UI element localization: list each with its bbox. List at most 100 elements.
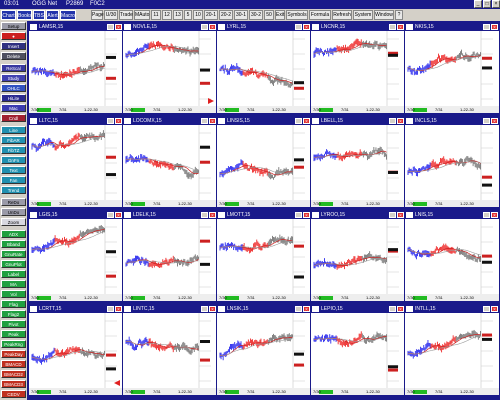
tool-30-1-button[interactable]: 30-1 xyxy=(234,10,248,20)
toolbar-bmacd3-button[interactable]: BMACD3 xyxy=(1,380,26,388)
minimize-button[interactable]: _ xyxy=(474,0,482,8)
chart-title-bar[interactable]: LBELL,15 × xyxy=(311,117,405,125)
chart-scrollbar-thumb[interactable] xyxy=(37,390,51,394)
chart-maximize-button[interactable] xyxy=(389,306,396,312)
toolbar-line-button[interactable]: Line xyxy=(1,126,26,134)
tool-refresh-button[interactable]: Refresh xyxy=(332,10,352,20)
chart-maximize-button[interactable] xyxy=(295,306,302,312)
chart-maximize-button[interactable] xyxy=(389,212,396,218)
chart-close-button[interactable]: × xyxy=(209,212,216,219)
chart-close-button[interactable]: × xyxy=(209,24,216,31)
chart-close-button[interactable]: × xyxy=(115,212,122,219)
chart-title-bar[interactable]: LNIS,15 × xyxy=(405,211,499,219)
chart-title-bar[interactable]: LYROO,15 × xyxy=(311,211,405,219)
price-chart[interactable] xyxy=(311,313,405,390)
chart-panel[interactable]: LGIS,15 × 7/30 7/31 1-22-30 xyxy=(28,210,124,302)
tool-50-button[interactable]: 50 xyxy=(264,10,274,20)
chart-maximize-button[interactable] xyxy=(107,212,114,218)
chart-maximize-button[interactable] xyxy=(295,24,302,30)
chart-title-bar[interactable]: LDELK,15 × xyxy=(123,211,217,219)
toolbar-text-button[interactable]: Text xyxy=(1,166,26,174)
toolbar-pivot-button[interactable]: Pivot xyxy=(1,320,26,328)
chart-scrollbar-thumb[interactable] xyxy=(131,108,145,112)
scroll-left-arrow-icon[interactable] xyxy=(114,380,120,386)
chart-scrollbar-thumb[interactable] xyxy=(131,296,145,300)
toolbar-gnuplot-button[interactable]: GnuPlot xyxy=(1,260,26,268)
chart-title-bar[interactable]: NKIS,15 × xyxy=(405,23,499,31)
chart-close-button[interactable]: × xyxy=(491,306,498,313)
chart-scrollbar-thumb[interactable] xyxy=(225,390,239,394)
price-chart[interactable] xyxy=(217,31,311,108)
tool-10-button[interactable]: 10 xyxy=(193,10,203,20)
toolbar-study-button[interactable]: Study xyxy=(1,74,26,82)
chart-panel[interactable]: LINTC,15 × 7/30 7/31 1-22-30 xyxy=(122,304,218,396)
toolbar-zoom-button[interactable]: Zoom xyxy=(1,218,26,226)
tool-u-30-button[interactable]: U/30 xyxy=(104,10,118,20)
toolbar-fibar-button[interactable]: FibAR xyxy=(1,136,26,144)
price-chart[interactable] xyxy=(217,125,311,202)
chart-title-bar[interactable]: LEPIO,15 × xyxy=(311,305,405,313)
chart-scrollbar-thumb[interactable] xyxy=(225,202,239,206)
tool-formula-button[interactable]: Formula xyxy=(309,10,331,20)
toolbar-gnfn-button[interactable]: GnFn xyxy=(1,156,26,164)
tool-page-button[interactable]: Page xyxy=(91,10,104,20)
chart-maximize-button[interactable] xyxy=(107,24,114,30)
price-chart[interactable] xyxy=(405,219,499,296)
tool-20-2-button[interactable]: 20-2 xyxy=(219,10,233,20)
chart-title-bar[interactable]: LCRTT,15 × xyxy=(29,305,123,313)
price-chart[interactable] xyxy=(123,31,217,108)
chart-close-button[interactable]: × xyxy=(303,212,310,219)
chart-maximize-button[interactable] xyxy=(483,118,490,124)
scroll-right-arrow-icon[interactable] xyxy=(208,98,214,104)
chart-title-bar[interactable]: LNSIK,15 × xyxy=(217,305,311,313)
chart-title-bar[interactable]: NOVLE,15 × xyxy=(123,23,217,31)
chart-title-bar[interactable]: LMOTT,15 × xyxy=(217,211,311,219)
chart-close-button[interactable]: × xyxy=(303,306,310,313)
chart-title-bar[interactable]: LLTC,15 × xyxy=(29,117,123,125)
menu-alert-button[interactable]: Alert xyxy=(46,10,59,20)
menu-chart-button[interactable]: Chart xyxy=(1,10,16,20)
chart-maximize-button[interactable] xyxy=(107,306,114,312)
chart-panel[interactable]: LEPIO,15 × 7/30 7/31 1-22-30 xyxy=(310,304,406,396)
price-chart[interactable] xyxy=(405,31,499,108)
chart-panel[interactable]: INCLS,15 × 7/30 7/31 1-22-30 xyxy=(404,116,500,208)
toolbar-ma-button[interactable]: MA xyxy=(1,280,26,288)
tool-window-button[interactable]: Window xyxy=(374,10,394,20)
chart-scrollbar-thumb[interactable] xyxy=(131,202,145,206)
chart-panel[interactable]: NKIS,15 × 7/30 7/31 1-22-30 xyxy=(404,22,500,114)
tool-mauto-button[interactable]: MAuto xyxy=(134,10,150,20)
chart-title-bar[interactable]: LINSIS,15 × xyxy=(217,117,311,125)
chart-scrollbar-thumb[interactable] xyxy=(37,202,51,206)
chart-title-bar[interactable]: LYRL,15 × xyxy=(217,23,311,31)
price-chart[interactable] xyxy=(29,219,123,296)
chart-close-button[interactable]: × xyxy=(115,118,122,125)
toolbar-delete-button[interactable]: Delete xyxy=(1,52,26,60)
chart-panel[interactable]: LLTC,15 × 7/30 7/31 1-22-30 xyxy=(28,116,124,208)
toolbar-trend-button[interactable]: Trend xyxy=(1,186,26,194)
toolbar-peak-button[interactable]: Peak xyxy=(1,330,26,338)
menu-tbs-button[interactable]: TBS xyxy=(33,10,45,20)
tool-trade-button[interactable]: Trade xyxy=(119,10,133,20)
chart-panel[interactable]: LNCNR,15 × 7/30 7/31 1-22-30 xyxy=(310,22,406,114)
toolbar-rescal-button[interactable]: ReScal xyxy=(1,64,26,72)
tool-11-button[interactable]: 11 xyxy=(151,10,161,20)
tool-12-button[interactable]: 12 xyxy=(162,10,172,20)
toolbar-vol-button[interactable]: Vol xyxy=(1,290,26,298)
chart-panel[interactable]: LAMSR,15 × 7/30 7/31 1-22-30 xyxy=(28,22,124,114)
tool---button[interactable]: ? xyxy=(395,10,403,20)
chart-title-bar[interactable]: LAMSR,15 × xyxy=(29,23,123,31)
chart-close-button[interactable]: × xyxy=(397,306,404,313)
toolbar-label-button[interactable]: Label xyxy=(1,270,26,278)
chart-maximize-button[interactable] xyxy=(295,118,302,124)
toolbar-fan-button[interactable]: Fan xyxy=(1,176,26,184)
toolbar-flag-button[interactable]: Flag xyxy=(1,300,26,308)
chart-title-bar[interactable]: INTLL,15 × xyxy=(405,305,499,313)
chart-close-button[interactable]: × xyxy=(397,212,404,219)
chart-close-button[interactable]: × xyxy=(115,306,122,313)
toolbar---button[interactable]: ● xyxy=(1,32,26,40)
chart-maximize-button[interactable] xyxy=(389,118,396,124)
chart-maximize-button[interactable] xyxy=(201,212,208,218)
toolbar-fibtz-button[interactable]: FibTZ xyxy=(1,146,26,154)
chart-scrollbar-thumb[interactable] xyxy=(319,202,333,206)
chart-maximize-button[interactable] xyxy=(389,24,396,30)
